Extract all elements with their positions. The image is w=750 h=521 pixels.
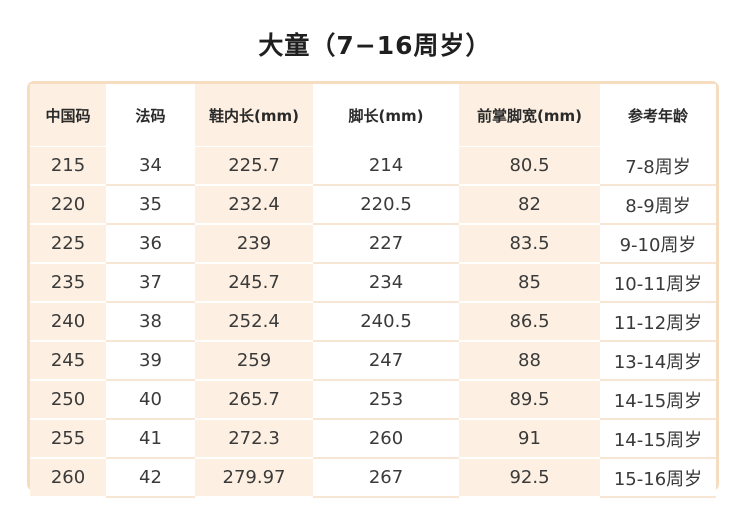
table-row: 225 36 239 227 83.5 9-10周岁 — [30, 223, 716, 264]
table-row: 250 40 265.7 253 89.5 14-15周岁 — [30, 379, 716, 420]
cell-cn-size: 235 — [30, 262, 106, 303]
cell-cn-size: 240 — [30, 301, 106, 342]
cell-reference-age: 14-15周岁 — [600, 418, 716, 459]
cell-forefoot-width: 91 — [459, 418, 600, 459]
cell-foot-length: 220.5 — [313, 184, 459, 225]
cell-eu-size: 39 — [106, 340, 195, 381]
cell-inner-length: 252.4 — [195, 301, 313, 342]
cell-cn-size: 215 — [30, 146, 106, 186]
cell-eu-size: 40 — [106, 379, 195, 420]
cell-cn-size: 225 — [30, 223, 106, 264]
cell-cn-size: 250 — [30, 379, 106, 420]
table-header-row: 中国码 法码 鞋内长(mm) 脚长(mm) 前掌脚宽(mm) 参考年龄 — [30, 84, 716, 147]
cell-reference-age: 7-8周岁 — [600, 146, 716, 186]
cell-reference-age: 10-11周岁 — [600, 262, 716, 303]
cell-foot-length: 240.5 — [313, 301, 459, 342]
table-row: 260 42 279.97 267 92.5 15-16周岁 — [30, 457, 716, 498]
cell-reference-age: 15-16周岁 — [600, 457, 716, 498]
cell-reference-age: 14-15周岁 — [600, 379, 716, 420]
cell-forefoot-width: 80.5 — [459, 146, 600, 186]
header-reference-age: 参考年龄 — [600, 84, 716, 147]
cell-foot-length: 267 — [313, 457, 459, 498]
cell-eu-size: 35 — [106, 184, 195, 225]
table-row: 245 39 259 247 88 13-14周岁 — [30, 340, 716, 381]
cell-forefoot-width: 83.5 — [459, 223, 600, 264]
cell-foot-length: 253 — [313, 379, 459, 420]
table-row: 215 34 225.7 214 80.5 7-8周岁 — [30, 146, 716, 186]
cell-forefoot-width: 92.5 — [459, 457, 600, 498]
cell-cn-size: 220 — [30, 184, 106, 225]
cell-forefoot-width: 88 — [459, 340, 600, 381]
cell-reference-age: 13-14周岁 — [600, 340, 716, 381]
cell-cn-size: 245 — [30, 340, 106, 381]
cell-foot-length: 214 — [313, 146, 459, 186]
cell-inner-length: 245.7 — [195, 262, 313, 303]
cell-eu-size: 36 — [106, 223, 195, 264]
cell-inner-length: 272.3 — [195, 418, 313, 459]
page-title: 大童（7−16周岁） — [258, 31, 492, 60]
cell-inner-length: 239 — [195, 223, 313, 264]
table-row: 220 35 232.4 220.5 82 8-9周岁 — [30, 184, 716, 225]
cell-forefoot-width: 86.5 — [459, 301, 600, 342]
cell-inner-length: 259 — [195, 340, 313, 381]
cell-inner-length: 265.7 — [195, 379, 313, 420]
cell-foot-length: 260 — [313, 418, 459, 459]
cell-forefoot-width: 89.5 — [459, 379, 600, 420]
table-row: 240 38 252.4 240.5 86.5 11-12周岁 — [30, 301, 716, 342]
cell-inner-length: 232.4 — [195, 184, 313, 225]
cell-eu-size: 38 — [106, 301, 195, 342]
size-chart-table: 中国码 法码 鞋内长(mm) 脚长(mm) 前掌脚宽(mm) 参考年龄 215 … — [30, 84, 716, 498]
cell-reference-age: 8-9周岁 — [600, 184, 716, 225]
cell-inner-length: 279.97 — [195, 457, 313, 498]
table-row: 255 41 272.3 260 91 14-15周岁 — [30, 418, 716, 459]
table-row: 235 37 245.7 234 85 10-11周岁 — [30, 262, 716, 303]
cell-eu-size: 34 — [106, 146, 195, 186]
cell-inner-length: 225.7 — [195, 146, 313, 186]
cell-foot-length: 227 — [313, 223, 459, 264]
cell-forefoot-width: 85 — [459, 262, 600, 303]
cell-foot-length: 247 — [313, 340, 459, 381]
cell-cn-size: 255 — [30, 418, 106, 459]
cell-eu-size: 42 — [106, 457, 195, 498]
header-eu-size: 法码 — [106, 84, 195, 147]
cell-eu-size: 37 — [106, 262, 195, 303]
cell-reference-age: 9-10周岁 — [600, 223, 716, 264]
cell-reference-age: 11-12周岁 — [600, 301, 716, 342]
cell-cn-size: 260 — [30, 457, 106, 498]
header-forefoot-width: 前掌脚宽(mm) — [459, 84, 600, 147]
header-cn-size: 中国码 — [30, 84, 106, 147]
cell-eu-size: 41 — [106, 418, 195, 459]
header-inner-length: 鞋内长(mm) — [195, 84, 313, 147]
cell-forefoot-width: 82 — [459, 184, 600, 225]
cell-foot-length: 234 — [313, 262, 459, 303]
header-foot-length: 脚长(mm) — [313, 84, 459, 147]
